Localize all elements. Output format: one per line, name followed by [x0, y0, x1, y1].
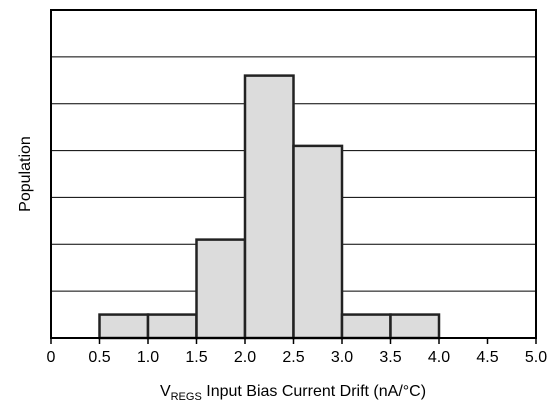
histogram-bar — [195, 238, 247, 340]
x-axis-title-main: V — [160, 383, 171, 400]
x-tick-label: 4.5 — [476, 349, 498, 366]
x-tick-label: 3.5 — [379, 349, 401, 366]
x-tick-label: 1.0 — [137, 349, 159, 366]
x-axis-title-subscript: REGS — [171, 391, 202, 403]
x-tick-label: 2.5 — [282, 349, 304, 366]
x-axis-tick-labels: 0 0.5 1.0 1.5 2.0 2.5 3.0 3.5 4.0 4.5 5.0 — [47, 349, 548, 366]
x-tick-label: 1.5 — [185, 349, 207, 366]
histogram-bar — [340, 313, 392, 340]
y-axis-title: Population — [17, 136, 34, 212]
histogram-bar — [389, 313, 441, 340]
x-tick-label: 2.0 — [234, 349, 256, 366]
histogram-bar — [146, 313, 198, 340]
x-axis-title-rest: Input Bias Current Drift (nA/°C) — [202, 383, 426, 400]
histogram-bar — [292, 144, 344, 340]
x-tick-label: 0.5 — [88, 349, 110, 366]
x-tick-label: 0 — [47, 349, 56, 366]
histogram-bar — [98, 313, 150, 340]
histogram-bar — [243, 74, 295, 340]
x-tick-label: 5.0 — [525, 349, 547, 366]
histogram-bars — [98, 74, 441, 340]
x-axis-title: VREGS Input Bias Current Drift (nA/°C) — [160, 383, 426, 403]
x-tick-label: 4.0 — [428, 349, 450, 366]
x-axis-ticks — [50, 338, 537, 344]
x-tick-label: 3.0 — [331, 349, 353, 366]
